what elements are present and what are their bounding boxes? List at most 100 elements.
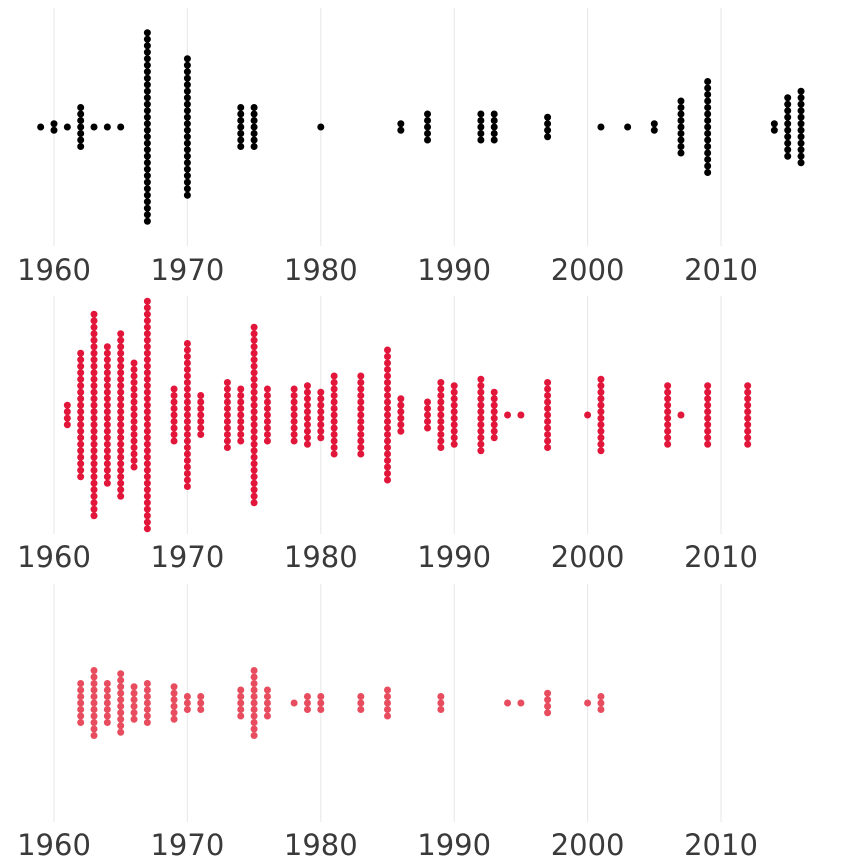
data-dot bbox=[77, 706, 85, 713]
data-dot bbox=[250, 732, 258, 739]
data-dot bbox=[90, 336, 98, 344]
data-dot bbox=[624, 123, 632, 131]
data-dot bbox=[143, 680, 151, 687]
data-dot bbox=[130, 424, 138, 432]
data-dot bbox=[437, 418, 445, 425]
data-dot bbox=[103, 440, 111, 448]
data-dot bbox=[517, 699, 525, 707]
data-dot bbox=[250, 453, 258, 461]
data-dot bbox=[424, 110, 432, 118]
data-dot bbox=[130, 463, 138, 471]
x-tick-label: 2010 bbox=[684, 540, 758, 574]
data-dot bbox=[77, 143, 85, 150]
data-dot bbox=[143, 466, 151, 474]
data-dot bbox=[664, 408, 672, 416]
data-dot bbox=[103, 369, 111, 377]
data-dot bbox=[130, 683, 138, 691]
data-dot bbox=[183, 392, 191, 399]
x-tick-label: 1990 bbox=[417, 828, 491, 862]
data-dot bbox=[143, 382, 151, 390]
data-dot bbox=[117, 336, 125, 344]
data-dot bbox=[424, 418, 432, 425]
data-dot bbox=[263, 686, 271, 694]
data-dot bbox=[704, 84, 712, 92]
data-dot bbox=[544, 411, 552, 419]
x-tick-label: 2000 bbox=[551, 253, 625, 287]
data-dot bbox=[237, 437, 245, 445]
data-dot bbox=[143, 693, 151, 700]
data-dot bbox=[437, 431, 445, 438]
data-dot bbox=[290, 431, 298, 438]
data-dot bbox=[584, 699, 592, 707]
data-dot bbox=[237, 693, 245, 700]
data-dot bbox=[103, 427, 111, 435]
data-dot bbox=[597, 401, 605, 409]
data-dot bbox=[197, 699, 205, 707]
data-dot bbox=[77, 395, 85, 403]
data-dot bbox=[597, 123, 605, 131]
data-dot bbox=[384, 385, 391, 393]
data-dot bbox=[90, 453, 98, 461]
x-tick-label: 2000 bbox=[551, 540, 625, 574]
data-dot bbox=[183, 437, 191, 445]
data-dot bbox=[744, 434, 752, 442]
data-dot bbox=[357, 424, 365, 432]
data-dot bbox=[77, 369, 85, 377]
data-dot bbox=[117, 447, 125, 455]
data-dot bbox=[397, 421, 405, 429]
data-dot bbox=[290, 392, 298, 399]
data-dot bbox=[437, 424, 445, 432]
data-dot bbox=[317, 388, 325, 396]
data-dot bbox=[797, 133, 805, 141]
data-dot bbox=[183, 139, 191, 147]
data-dot bbox=[183, 61, 191, 69]
data-dot bbox=[437, 699, 445, 707]
data-dot bbox=[544, 120, 552, 128]
data-dot bbox=[477, 427, 485, 435]
data-dot bbox=[544, 702, 552, 710]
data-dot bbox=[450, 414, 458, 422]
data-dot bbox=[397, 408, 405, 416]
data-dot bbox=[183, 126, 191, 134]
data-dot bbox=[77, 414, 85, 422]
data-dot bbox=[597, 408, 605, 416]
data-dot bbox=[544, 437, 552, 445]
data-dot bbox=[77, 427, 85, 435]
data-dot bbox=[384, 457, 391, 464]
data-dot bbox=[303, 401, 311, 409]
data-dot bbox=[77, 699, 85, 707]
chart-panel-3: 1960 1970 1980 1990 2000 2010 bbox=[17, 584, 758, 862]
data-dot bbox=[143, 68, 151, 76]
data-dot bbox=[250, 330, 258, 338]
data-dot bbox=[797, 87, 805, 95]
data-dot bbox=[250, 460, 258, 468]
data-dot bbox=[263, 398, 271, 406]
data-dot bbox=[77, 362, 85, 370]
data-dot bbox=[384, 359, 391, 367]
data-dot bbox=[237, 712, 245, 720]
data-dot bbox=[357, 437, 365, 445]
data-dot bbox=[90, 693, 98, 700]
data-dot bbox=[90, 421, 98, 429]
data-dot bbox=[143, 120, 151, 128]
data-dot bbox=[130, 359, 138, 367]
data-dot bbox=[704, 78, 712, 85]
data-dot bbox=[197, 706, 205, 713]
data-dot bbox=[384, 392, 391, 399]
data-dot bbox=[103, 421, 111, 429]
data-dot bbox=[130, 696, 138, 704]
data-dot bbox=[490, 401, 498, 409]
data-dot bbox=[117, 728, 125, 736]
data-dot bbox=[797, 113, 805, 121]
data-dot bbox=[250, 499, 258, 507]
data-dot bbox=[143, 421, 151, 429]
data-dot bbox=[677, 136, 685, 144]
data-dot bbox=[250, 349, 258, 357]
data-dot bbox=[784, 100, 792, 108]
data-dot bbox=[330, 411, 338, 419]
data-dot bbox=[143, 172, 151, 180]
data-dot bbox=[317, 408, 325, 416]
data-dot bbox=[183, 444, 191, 451]
data-dot bbox=[437, 398, 445, 406]
data-dot bbox=[117, 427, 125, 435]
